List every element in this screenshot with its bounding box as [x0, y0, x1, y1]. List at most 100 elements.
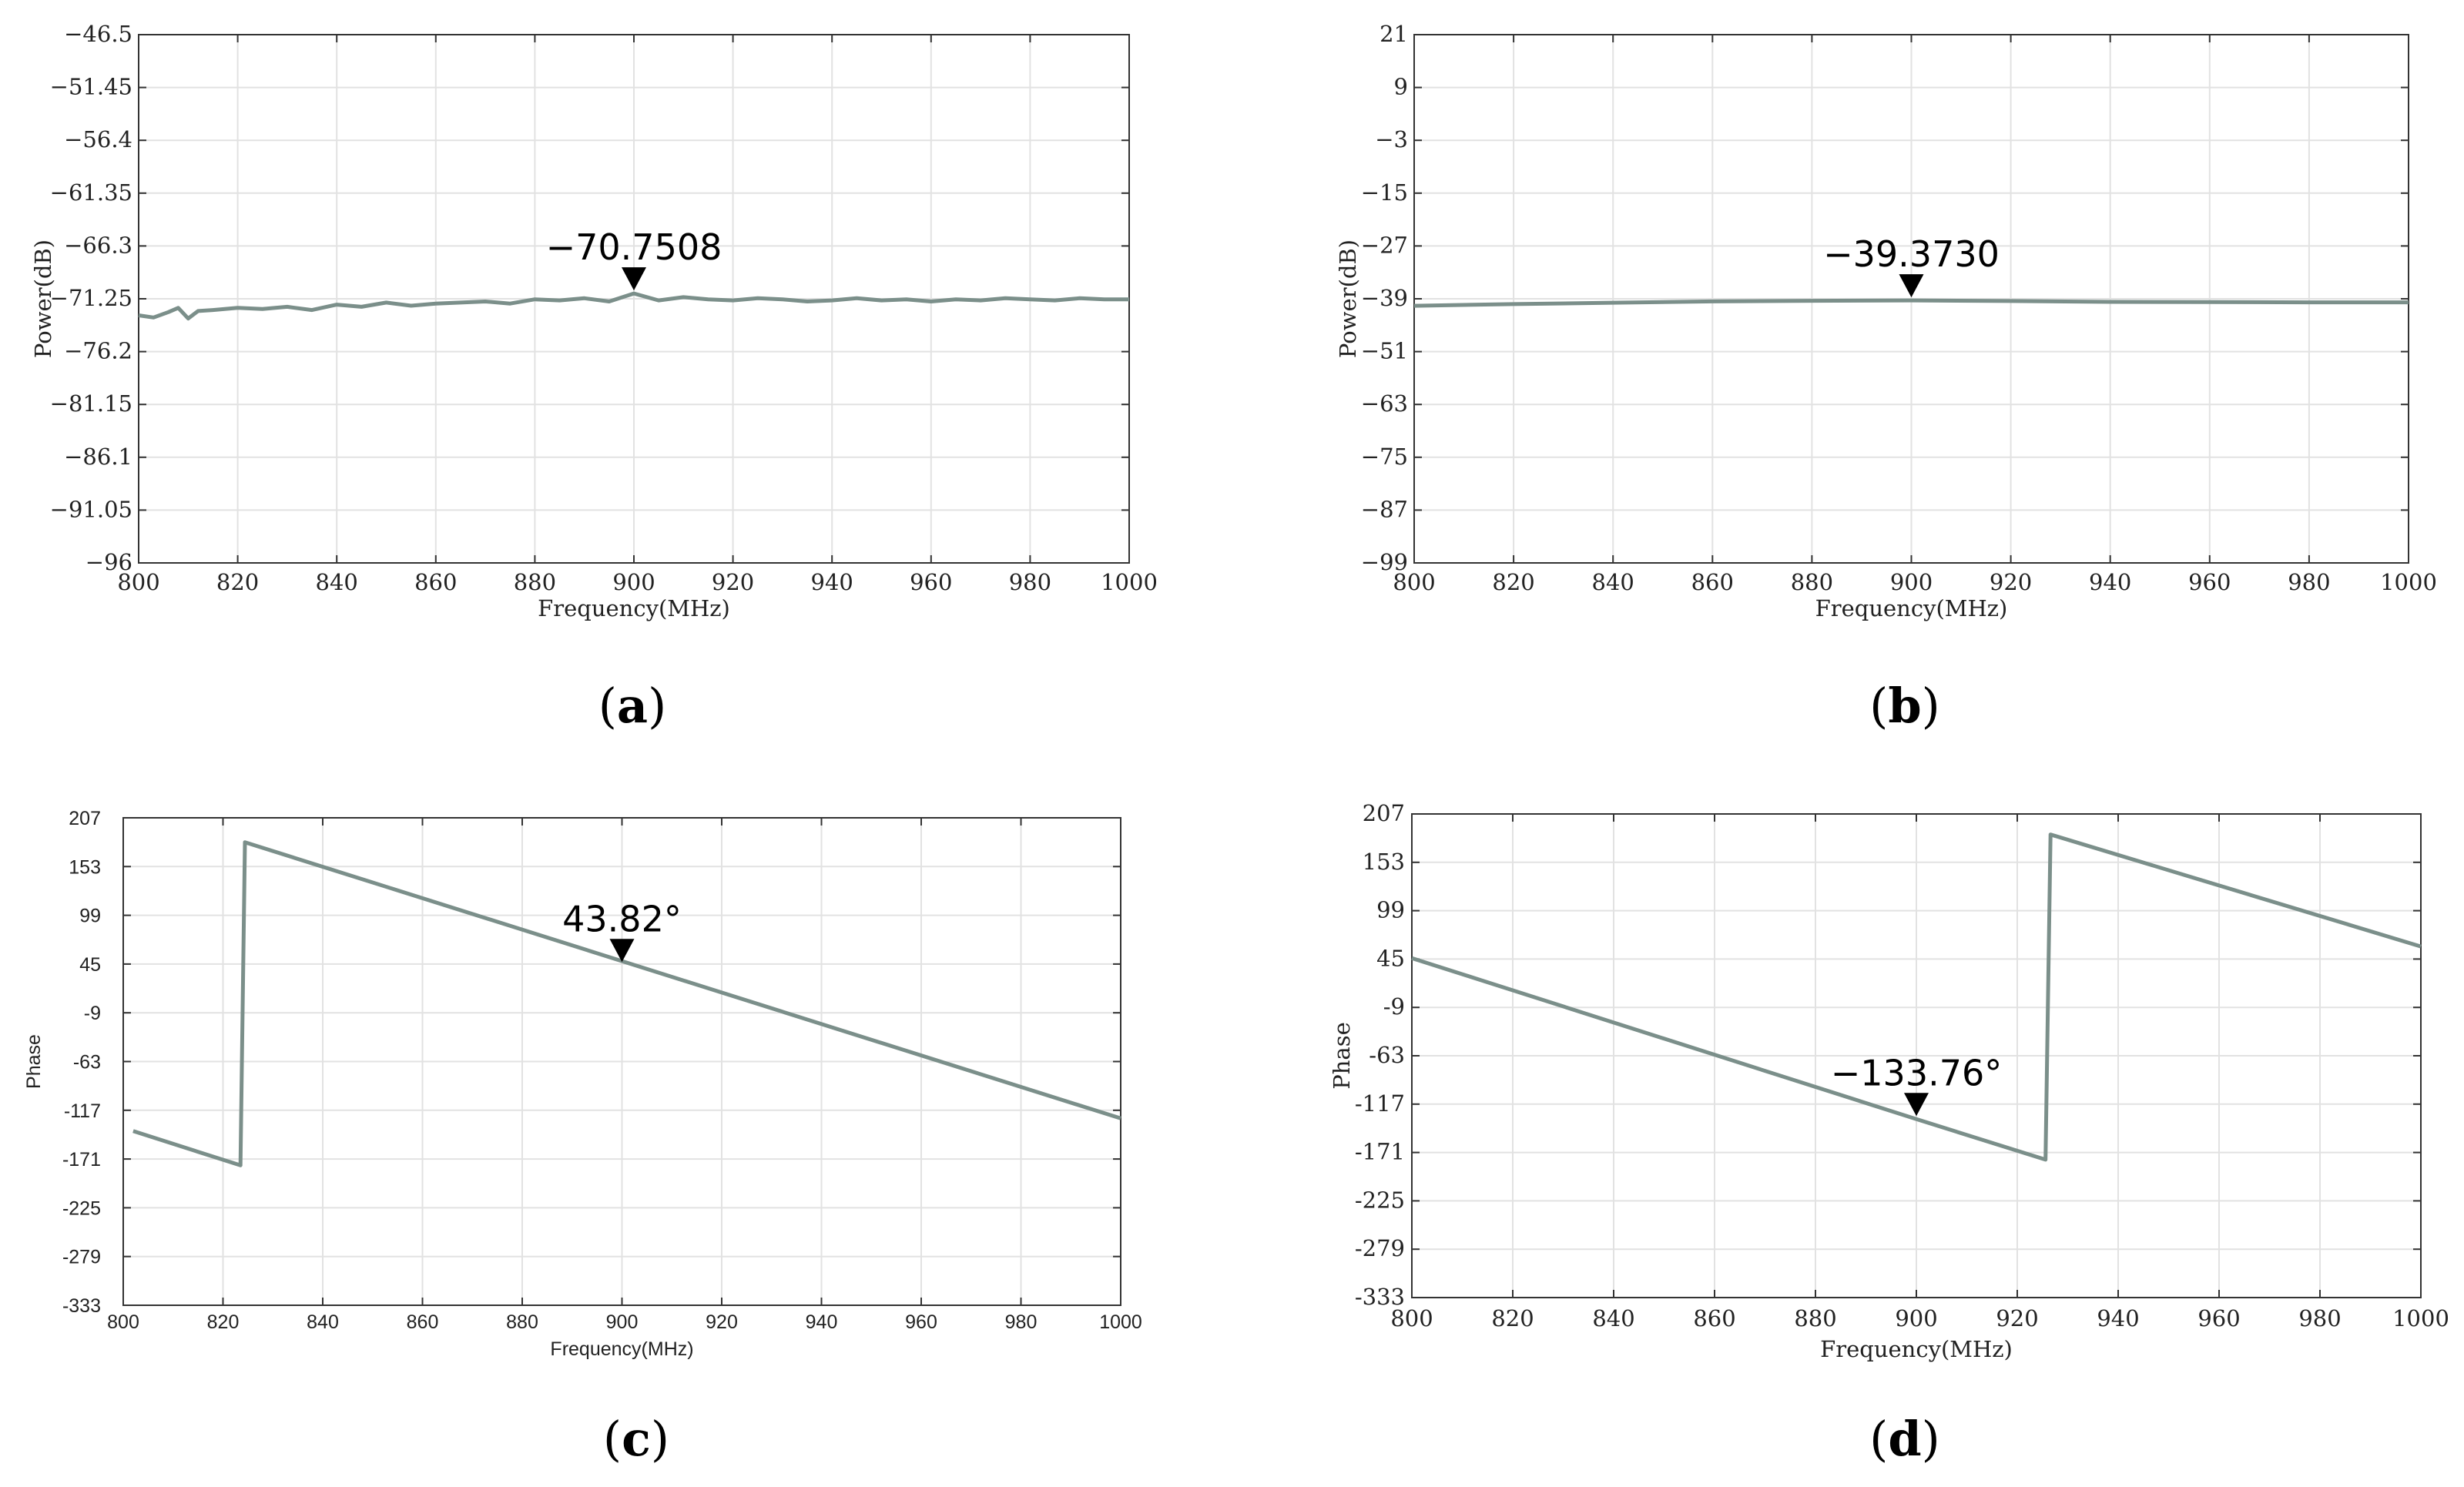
series-line [138, 291, 1129, 321]
y-tick-label: −63 [1361, 390, 1408, 417]
y-tick-label: -117 [1355, 1090, 1405, 1117]
y-tick-label: 207 [69, 808, 101, 829]
caption-letter: c [622, 1411, 651, 1467]
annotation-label: −133.76° [1831, 1052, 2003, 1093]
y-tick-label: −46.5 [64, 21, 132, 47]
caption-paren: ) [1922, 678, 1940, 734]
y-tick-label: -333 [1355, 1284, 1405, 1310]
x-tick-label: 860 [1693, 1305, 1735, 1331]
marker-triangle [609, 939, 635, 963]
y-axis-label: Phase [23, 1034, 45, 1089]
x-tick-label: 880 [506, 1311, 538, 1333]
y-tick-label: -279 [62, 1247, 101, 1268]
annotation-label: 43.82° [562, 898, 682, 939]
caption-paren: ( [603, 1411, 622, 1467]
marker-triangle [622, 267, 646, 291]
plot-frame [1413, 34, 2409, 564]
x-tick-label: 1000 [2392, 1305, 2449, 1331]
x-axis-label: Frequency(MHz) [550, 1338, 693, 1360]
y-tick-label: 153 [1363, 849, 1405, 875]
plot-frame [1411, 813, 2422, 1298]
x-axis-label: Frequency(MHz) [1820, 1336, 2013, 1362]
y-tick-label: -171 [62, 1149, 101, 1171]
y-tick-label: 21 [1380, 21, 1408, 47]
y-axis-label: Power(dB) [30, 239, 56, 358]
x-tick-label: 980 [2298, 1305, 2341, 1331]
y-tick-label: -63 [73, 1052, 101, 1073]
x-tick-label: 800 [1390, 1305, 1433, 1331]
x-tick-label: 960 [905, 1311, 937, 1333]
y-tick-label: −96 [85, 549, 132, 575]
chart-b: 800 820 840 860 880 900 920 940 960 980 1000 21 9 −3 −… [1335, 21, 2437, 734]
y-axis-label: Power(dB) [1335, 239, 1361, 358]
x-tick-label: 1000 [1099, 1311, 1142, 1333]
x-tick-label: 880 [1794, 1305, 1836, 1331]
y-tick-label: -225 [62, 1197, 101, 1219]
caption-paren: ( [1869, 678, 1888, 734]
x-tick-label: 940 [2097, 1305, 2139, 1331]
series-line [1413, 298, 2409, 308]
y-tick-label: 45 [79, 954, 101, 976]
x-tick-label: 860 [414, 569, 457, 595]
caption-paren: ) [651, 1411, 669, 1467]
marker-triangle [1904, 1093, 1929, 1117]
x-tick-label: 840 [1592, 569, 1634, 595]
y-tick-label: 45 [1376, 945, 1405, 971]
y-tick-label: 153 [69, 856, 101, 878]
x-tick-label: 940 [2089, 569, 2131, 595]
y-tick-label: −91.05 [50, 496, 132, 522]
y-tick-label: −76.2 [64, 338, 132, 364]
subfigure-caption: (d) [1869, 1411, 1940, 1467]
x-tick-label: 860 [1691, 569, 1734, 595]
caption-paren: ) [648, 678, 666, 734]
y-tick-label: 99 [79, 906, 101, 927]
series-line [132, 840, 1121, 1167]
y-tick-label: −86.1 [64, 444, 132, 470]
y-axis-label: Phase [1329, 1022, 1355, 1090]
x-tick-label: 920 [706, 1311, 738, 1333]
y-tick-label: −56.4 [64, 126, 132, 152]
x-tick-label: 900 [612, 569, 655, 595]
x-tick-label: 960 [2188, 569, 2231, 595]
x-tick-label: 920 [712, 569, 754, 595]
y-tick-label: 9 [1394, 74, 1408, 100]
x-tick-label: 840 [1592, 1305, 1634, 1331]
y-tick-label: −87 [1361, 496, 1408, 522]
y-tick-label: −81.15 [50, 390, 132, 417]
y-tick-label: −75 [1361, 444, 1408, 470]
caption-paren: ) [1922, 1411, 1940, 1467]
y-tick-label: -63 [1369, 1042, 1405, 1068]
x-tick-label: 840 [307, 1311, 339, 1333]
caption-letter: a [617, 678, 648, 734]
caption-paren: ( [1869, 1411, 1888, 1467]
x-tick-label: 1000 [2380, 569, 2437, 595]
y-tick-label: −27 [1361, 232, 1408, 258]
y-tick-label: -9 [84, 1003, 101, 1024]
y-tick-label: −51.45 [50, 74, 132, 100]
x-tick-label: 940 [811, 569, 853, 595]
subfigure-caption: (c) [603, 1411, 669, 1467]
x-tick-label: 980 [1005, 1311, 1038, 1333]
x-tick-label: 980 [1009, 569, 1051, 595]
annotation-label: −39.3730 [1823, 233, 2000, 275]
y-tick-label: -9 [1383, 993, 1405, 1020]
chart-a: 800 820 840 860 880 900 920 940 960 980 1000 −46.5 −… [30, 21, 1158, 734]
plot-frame [122, 817, 1121, 1306]
x-tick-label: 860 [407, 1311, 439, 1333]
chart-c: 800 820 840 860 880 900 920 940 960 980 1000 207 153… [23, 808, 1142, 1467]
caption-paren: ( [598, 678, 617, 734]
x-tick-label: 960 [910, 569, 952, 595]
caption-letter: b [1888, 678, 1921, 734]
x-tick-label: 800 [1393, 569, 1435, 595]
y-tick-label: -171 [1355, 1139, 1405, 1165]
x-axis-label: Frequency(MHz) [1815, 595, 2008, 621]
y-tick-label: −71.25 [50, 285, 132, 311]
x-tick-label: 800 [117, 569, 159, 595]
x-tick-label: 980 [2288, 569, 2330, 595]
x-axis-label: Frequency(MHz) [538, 595, 730, 621]
x-tick-label: 900 [606, 1311, 639, 1333]
series-line [1411, 832, 2422, 1162]
x-tick-label: 840 [316, 569, 358, 595]
subfigure-caption: (a) [598, 678, 667, 734]
x-tick-label: 1000 [1101, 569, 1158, 595]
